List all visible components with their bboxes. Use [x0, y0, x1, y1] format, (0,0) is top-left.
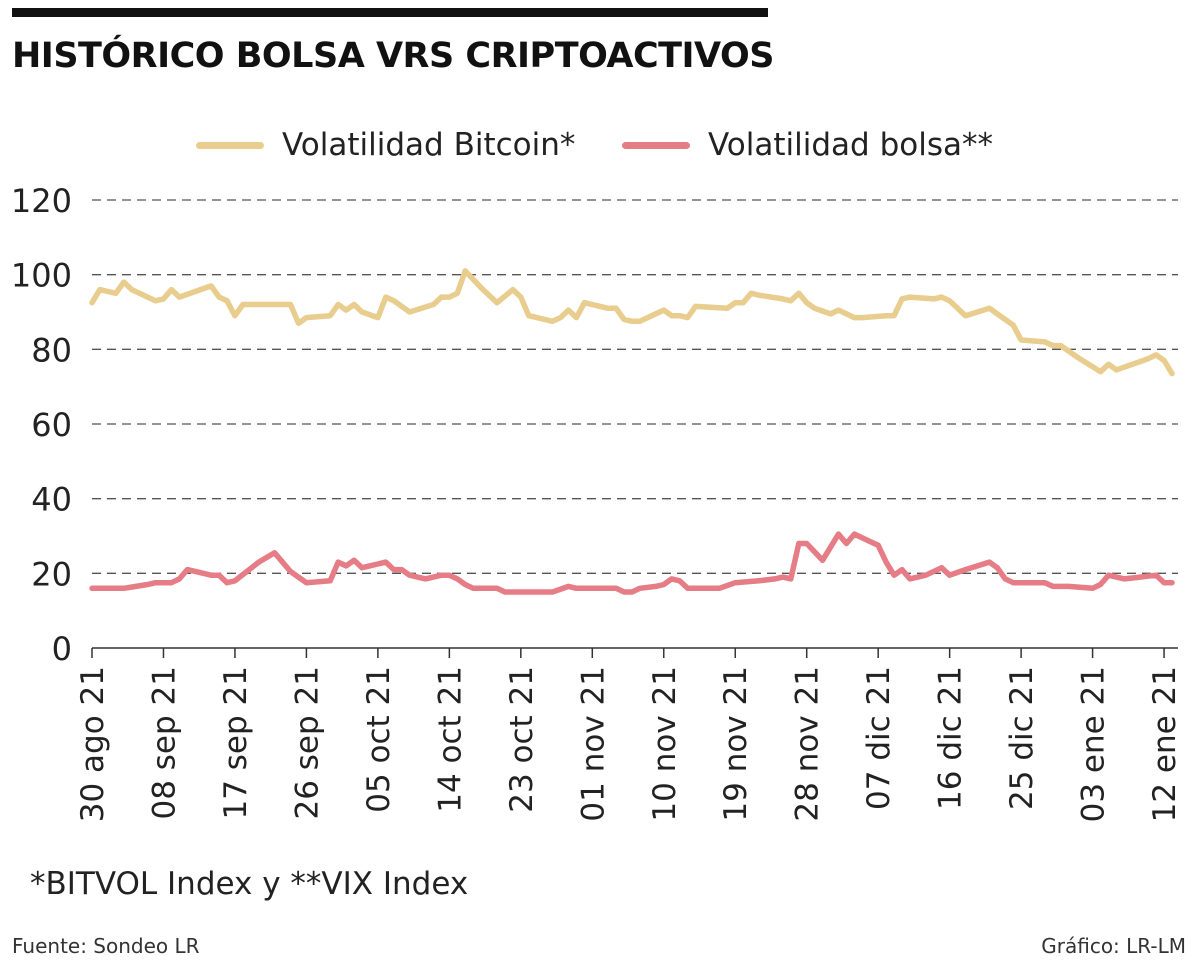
x-axis: 30 ago 21 08 sep 21 17 sep 21 26 sep 21 05 o…: [75, 647, 1183, 822]
x-tick-label-15: 12 ene 21: [1147, 666, 1183, 822]
series-line-bolsa: [89, 531, 1175, 595]
series-line-bitcoin: [89, 268, 1175, 377]
y-tick-label-60: 60: [31, 406, 72, 444]
y-tick-label-80: 80: [31, 331, 72, 369]
x-tick-label-7: 01 nov 21: [575, 666, 611, 822]
legend-swatch-bitcoin: [196, 141, 264, 149]
line-chart: 0 20 40 60 80 100 120 30 ago 21 08 sep 21 17 sep…: [11, 182, 1183, 822]
x-tick-label-6: 23 oct 21: [504, 666, 540, 813]
legend-item-bolsa: Volatilidad bolsa**: [622, 120, 993, 170]
y-tick-label-120: 120: [11, 182, 72, 220]
legend-label-bolsa: Volatilidad bolsa**: [708, 127, 993, 163]
title-rule: [12, 8, 768, 17]
x-tick-label-12: 16 dic 21: [933, 666, 969, 810]
y-tick-label-40: 40: [31, 481, 72, 519]
x-tick-label-8: 10 nov 21: [647, 666, 683, 822]
legend-item-bitcoin: Volatilidad Bitcoin*: [196, 120, 575, 170]
x-tick-label-0: 30 ago 21: [75, 666, 111, 822]
source-note: Fuente: Sondeo LR: [12, 934, 200, 958]
legend-label-bitcoin: Volatilidad Bitcoin*: [282, 127, 576, 163]
x-tick-label-1: 08 sep 21: [146, 666, 182, 820]
chart-title: HISTÓRICO BOLSA VRS CRIPTOACTIVOS: [12, 36, 775, 76]
y-tick-label-20: 20: [31, 555, 72, 593]
x-tick-label-10: 28 nov 21: [790, 666, 826, 822]
x-tick-label-2: 17 sep 21: [218, 666, 254, 820]
legend: Volatilidad Bitcoin* Volatilidad bolsa**: [0, 120, 1200, 170]
x-tick-label-13: 25 dic 21: [1004, 666, 1040, 810]
grid-lines: [92, 199, 1178, 574]
x-tick-label-5: 14 oct 21: [432, 666, 468, 813]
legend-swatch-bolsa: [622, 141, 690, 149]
x-tick-label-11: 07 dic 21: [861, 666, 897, 810]
y-tick-label-100: 100: [11, 257, 72, 295]
y-tick-label-0: 0: [52, 630, 72, 668]
y-axis: 0 20 40 60 80 100 120: [11, 182, 72, 668]
x-tick-label-3: 26 sep 21: [289, 666, 325, 820]
footnote: *BITVOL Index y **VIX Index: [30, 866, 469, 902]
x-tick-label-14: 03 ene 21: [1076, 666, 1112, 822]
series-lines: [89, 268, 1175, 595]
credit-note: Gráfico: LR-LM: [1041, 934, 1186, 958]
x-tick-label-4: 05 oct 21: [361, 666, 397, 813]
x-tick-label-9: 19 nov 21: [718, 666, 754, 822]
